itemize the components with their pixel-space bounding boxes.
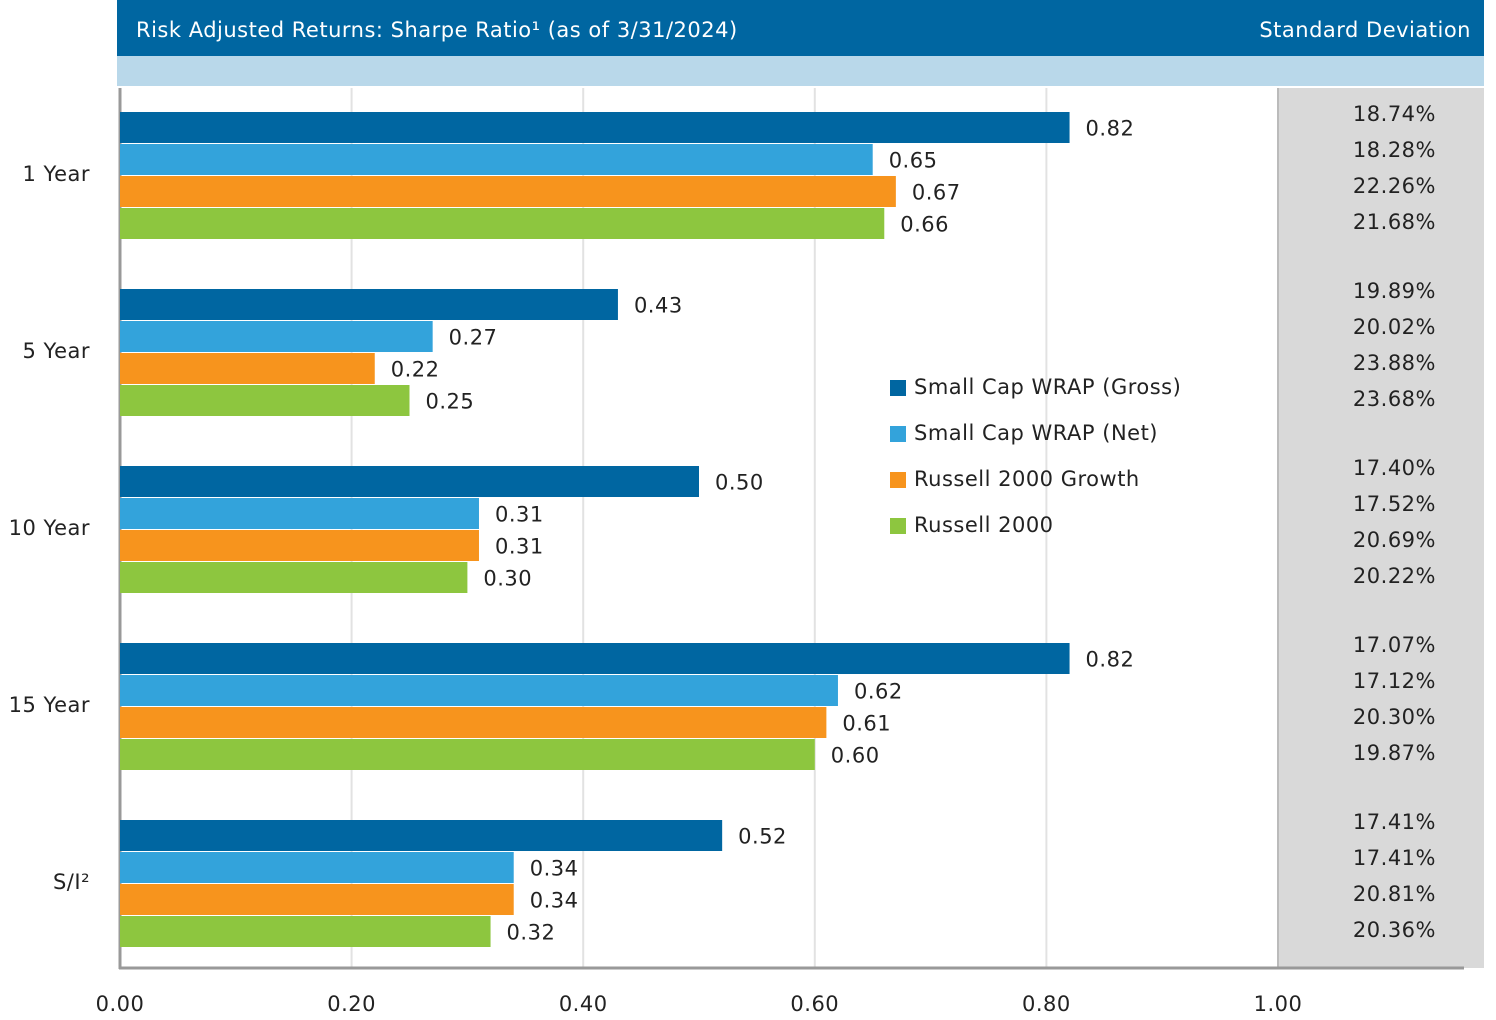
std-dev-label: 17.41% bbox=[1353, 810, 1436, 834]
std-dev-label: 18.28% bbox=[1353, 138, 1436, 162]
value-label: 0.34 bbox=[530, 889, 579, 913]
bar bbox=[120, 675, 838, 706]
legend-label: Small Cap WRAP (Gross) bbox=[914, 375, 1181, 399]
value-label: 0.62 bbox=[854, 680, 903, 704]
bar bbox=[120, 820, 723, 851]
std-dev-label: 17.41% bbox=[1353, 846, 1436, 870]
y-tick-label: S/I² bbox=[53, 870, 90, 894]
value-label: 0.22 bbox=[391, 358, 440, 382]
value-label: 0.82 bbox=[1086, 648, 1135, 672]
legend-label: Russell 2000 Growth bbox=[914, 467, 1140, 491]
std-dev-label: 23.88% bbox=[1353, 351, 1436, 375]
bar bbox=[120, 643, 1070, 674]
bar bbox=[120, 321, 433, 352]
value-label: 0.43 bbox=[634, 294, 683, 318]
std-panel bbox=[1278, 88, 1484, 968]
std-dev-label: 17.40% bbox=[1353, 456, 1436, 480]
value-label: 0.25 bbox=[426, 390, 475, 414]
std-dev-label: 19.87% bbox=[1353, 741, 1436, 765]
x-tick-label: 0.40 bbox=[559, 992, 608, 1016]
std-dev-label: 20.36% bbox=[1353, 918, 1436, 942]
value-label: 0.32 bbox=[507, 921, 556, 945]
bar bbox=[120, 144, 873, 175]
y-tick-label: 10 Year bbox=[9, 516, 90, 540]
bar bbox=[120, 176, 896, 207]
bar bbox=[120, 562, 468, 593]
std-dev-label: 19.89% bbox=[1353, 279, 1436, 303]
std-dev-label: 20.81% bbox=[1353, 882, 1436, 906]
value-label: 0.27 bbox=[449, 326, 498, 350]
value-label: 0.67 bbox=[912, 181, 961, 205]
value-label: 0.30 bbox=[483, 567, 532, 591]
bar bbox=[120, 739, 815, 770]
bar bbox=[120, 530, 479, 561]
legend-swatch bbox=[890, 380, 906, 396]
std-dev-label: 20.30% bbox=[1353, 705, 1436, 729]
y-tick-label: 5 Year bbox=[23, 339, 91, 363]
chart-title: Risk Adjusted Returns: Sharpe Ratio¹ (as… bbox=[136, 18, 738, 42]
value-label: 0.82 bbox=[1086, 117, 1135, 141]
std-dev-label: 17.52% bbox=[1353, 492, 1436, 516]
legend-swatch bbox=[890, 518, 906, 534]
y-tick-label: 15 Year bbox=[9, 693, 90, 717]
legend-label: Russell 2000 bbox=[914, 513, 1054, 537]
value-label: 0.65 bbox=[889, 149, 938, 173]
x-tick-label: 0.80 bbox=[1022, 992, 1071, 1016]
std-dev-label: 22.26% bbox=[1353, 174, 1436, 198]
side-title: Standard Deviation bbox=[1259, 18, 1471, 42]
bar bbox=[120, 884, 514, 915]
bar bbox=[120, 112, 1070, 143]
std-dev-label: 20.02% bbox=[1353, 315, 1436, 339]
value-label: 0.61 bbox=[842, 712, 891, 736]
legend-label: Small Cap WRAP (Net) bbox=[914, 421, 1158, 445]
bar bbox=[120, 707, 827, 738]
std-dev-label: 20.69% bbox=[1353, 528, 1436, 552]
bar bbox=[120, 385, 410, 416]
bar bbox=[120, 498, 479, 529]
bar bbox=[120, 208, 885, 239]
std-dev-label: 21.68% bbox=[1353, 210, 1436, 234]
value-label: 0.34 bbox=[530, 857, 579, 881]
value-label: 0.60 bbox=[831, 744, 880, 768]
legend-swatch bbox=[890, 472, 906, 488]
value-label: 0.31 bbox=[495, 503, 544, 527]
bar bbox=[120, 466, 699, 497]
bar bbox=[120, 852, 514, 883]
x-tick-label: 0.20 bbox=[327, 992, 376, 1016]
std-dev-label: 18.74% bbox=[1353, 102, 1436, 126]
std-dev-label: 20.22% bbox=[1353, 564, 1436, 588]
y-tick-label: 1 Year bbox=[23, 162, 91, 186]
x-tick-label: 0.60 bbox=[790, 992, 839, 1016]
header-bar bbox=[117, 0, 1484, 56]
value-label: 0.31 bbox=[495, 535, 544, 559]
bar bbox=[120, 916, 491, 947]
bar bbox=[120, 353, 375, 384]
x-tick-label: 0.00 bbox=[96, 992, 145, 1016]
std-dev-label: 17.12% bbox=[1353, 669, 1436, 693]
bar bbox=[120, 289, 618, 320]
x-tick-label: 1.00 bbox=[1254, 992, 1303, 1016]
std-dev-label: 17.07% bbox=[1353, 633, 1436, 657]
legend-swatch bbox=[890, 426, 906, 442]
std-dev-label: 23.68% bbox=[1353, 387, 1436, 411]
value-label: 0.52 bbox=[738, 825, 787, 849]
value-label: 0.50 bbox=[715, 471, 764, 495]
header-band bbox=[117, 56, 1484, 86]
value-label: 0.66 bbox=[900, 213, 949, 237]
